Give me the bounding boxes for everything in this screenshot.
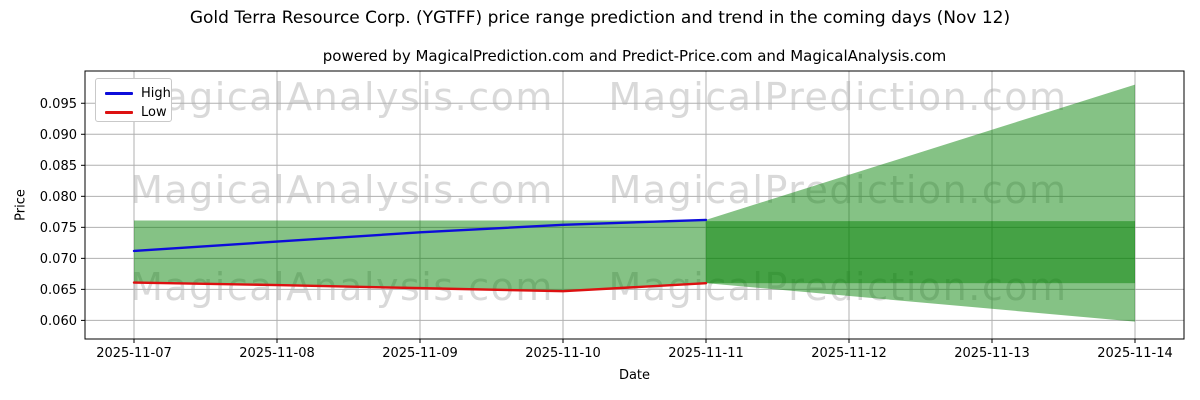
x-tick-label: 2025-11-14 <box>1097 346 1173 361</box>
series-line-high <box>132 218 708 253</box>
x-tick-label: 2025-11-07 <box>96 346 172 361</box>
chart-legend: High Low <box>95 78 172 122</box>
x-tick-label: 2025-11-09 <box>382 346 458 361</box>
watermark-text: MagicalAnalysis.com <box>130 75 554 119</box>
watermark-text: MagicalPrediction.com <box>609 75 1068 119</box>
high-line-swatch <box>105 92 133 95</box>
x-tick-label: 2025-11-11 <box>668 346 744 361</box>
history-range-band <box>134 220 706 292</box>
x-tick-label: 2025-11-12 <box>811 346 887 361</box>
legend-item-low: Low <box>105 103 171 122</box>
low-line-swatch <box>105 111 133 114</box>
y-tick-label: 0.060 <box>40 314 77 329</box>
watermark-text: MagicalPrediction.com <box>609 265 1068 309</box>
y-tick-label: 0.090 <box>40 128 77 143</box>
y-tick-label: 0.065 <box>40 283 77 298</box>
x-axis-label: Date <box>618 368 651 383</box>
chart-subtitle: powered by MagicalPrediction.com and Pre… <box>322 47 947 65</box>
y-tick-label: 0.075 <box>40 221 77 236</box>
y-tick-label: 0.095 <box>40 97 77 112</box>
watermark-text: MagicalAnalysis.com <box>130 168 554 212</box>
legend-item-high: High <box>105 84 171 103</box>
forecast-fan <box>706 84 1135 322</box>
y-tick-label: 0.085 <box>40 159 77 174</box>
plot-border <box>84 70 1185 340</box>
legend-label-low: Low <box>141 105 167 120</box>
x-tick-label: 2025-11-10 <box>525 346 601 361</box>
chart-title: Gold Terra Resource Corp. (YGTFF) price … <box>189 8 1011 28</box>
watermark-text: MagicalPrediction.com <box>609 168 1068 212</box>
y-tick-label: 0.070 <box>40 252 77 267</box>
forecast-range-band <box>706 221 1135 284</box>
x-tick-label: 2025-11-13 <box>954 346 1030 361</box>
x-tick-label: 2025-11-08 <box>239 346 315 361</box>
y-tick-label: 0.080 <box>40 190 77 205</box>
legend-label-high: High <box>141 86 171 101</box>
series-line-low <box>132 281 708 293</box>
